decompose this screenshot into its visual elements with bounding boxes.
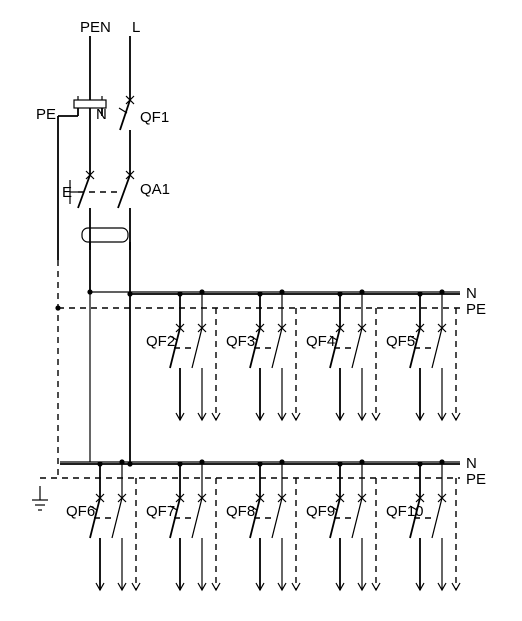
breaker-qf5-label: QF5 <box>386 333 415 350</box>
breaker-qf9 <box>330 462 380 590</box>
breaker-qf3-label: QF3 <box>226 333 255 350</box>
bus-top-pe: PE <box>466 301 486 318</box>
breaker-qf7-label: QF7 <box>146 503 175 520</box>
label-qa1: QA1 <box>140 181 170 198</box>
label-qf1: QF1 <box>140 109 169 126</box>
bus-bot-n: N <box>466 455 477 472</box>
label-pen: PEN <box>80 19 111 36</box>
label-l: L <box>132 19 140 36</box>
breaker-qf4-label: QF4 <box>306 333 335 350</box>
breaker-qf2-label: QF2 <box>146 333 175 350</box>
bus-bot-pe: PE <box>466 471 486 488</box>
breaker-qf9-label: QF9 <box>306 503 335 520</box>
breaker-qf7 <box>170 462 220 590</box>
breaker-qf2 <box>170 292 220 420</box>
bus-top-n: N <box>466 285 477 302</box>
breaker-qf10 <box>410 462 460 590</box>
breaker-qf10-label: QF10 <box>386 503 424 520</box>
breaker-qf8 <box>250 462 300 590</box>
label-n: N <box>96 106 107 123</box>
breaker-qf8-label: QF8 <box>226 503 255 520</box>
breaker-qf4 <box>330 292 380 420</box>
breaker-qf6 <box>90 462 140 590</box>
label-pe: PE <box>36 106 56 123</box>
label-e: E <box>62 184 72 201</box>
breaker-qf3 <box>250 292 300 420</box>
breaker-qf5 <box>410 292 460 420</box>
breaker-qf6-label: QF6 <box>66 503 95 520</box>
